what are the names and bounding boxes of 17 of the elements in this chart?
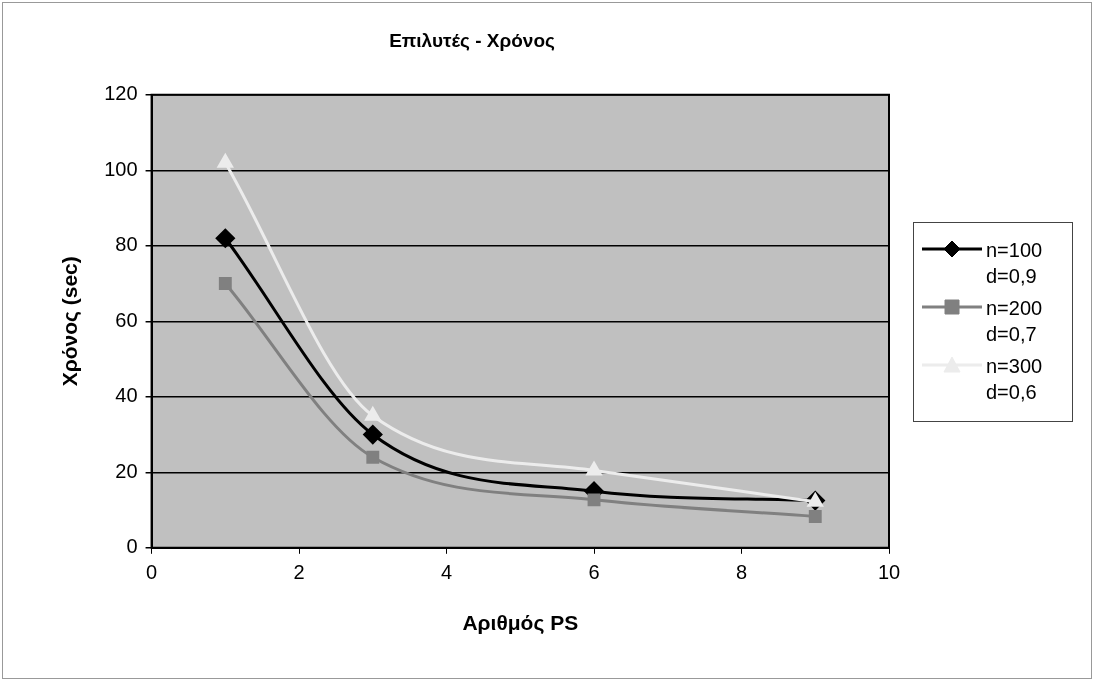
legend-label: n=300 d=0,6 xyxy=(986,354,1044,405)
y-tick-label: 100 xyxy=(104,157,138,180)
chart-title: Επιλυτές - Χρόνος xyxy=(389,29,555,51)
x-tick-label: 10 xyxy=(877,561,901,584)
x-tick-label: 4 xyxy=(440,561,453,584)
x-axis-title: Αριθμός PS xyxy=(462,611,579,636)
y-tick-label: 120 xyxy=(104,82,138,105)
y-tick-label: 20 xyxy=(115,459,138,482)
y-tick-label: 60 xyxy=(115,308,138,331)
x-tick-label: 8 xyxy=(735,561,748,584)
y-tick-label: 40 xyxy=(115,384,138,407)
x-tick-label: 0 xyxy=(146,561,158,584)
y-axis-title: Χρόνος (sec) xyxy=(58,256,83,387)
y-tick-label: 80 xyxy=(115,233,138,256)
y-tick-label: 0 xyxy=(126,535,138,558)
x-tick-label: 6 xyxy=(588,561,600,584)
x-tick-label: 2 xyxy=(293,561,305,584)
